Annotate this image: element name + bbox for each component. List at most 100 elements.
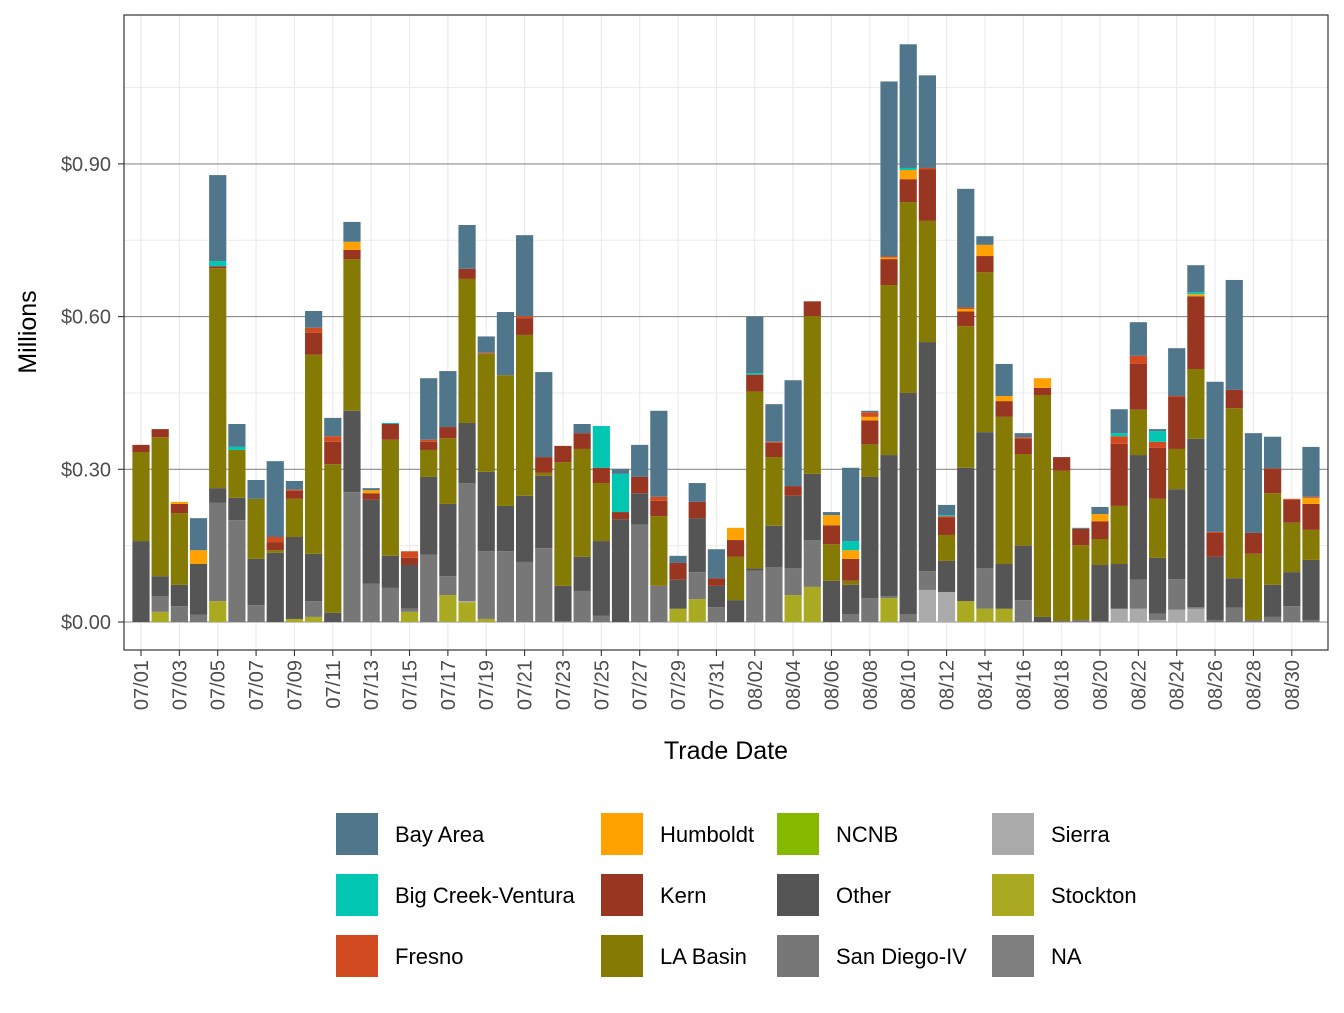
bar-segment-san-diego-iv: [650, 585, 668, 622]
bar-segment-sierra: [1187, 608, 1205, 622]
bar-stack-08-31: [1302, 446, 1320, 622]
legend-item-san-diego-iv: San Diego-IV: [777, 935, 967, 977]
bar-stack-07-14: [381, 422, 399, 622]
bar-stack-08-15: [995, 363, 1013, 622]
bar-segment-san-diego-iv: [1168, 579, 1186, 610]
bar-segment-stockton: [688, 599, 706, 622]
bar-segment-kern: [842, 558, 860, 581]
bar-stack-08-19: [1072, 527, 1090, 622]
legend-label: Stockton: [1051, 883, 1137, 908]
bar-stack-08-21: [1110, 409, 1128, 622]
bar-segment-humboldt: [842, 550, 860, 559]
bar-segment-fresno: [765, 441, 783, 443]
bar-segment-bay-area: [535, 372, 553, 458]
bar-segment-humboldt: [995, 396, 1013, 402]
bar-stack-08-24: [1168, 348, 1186, 622]
bar-segment-la-basin: [285, 498, 304, 537]
bar-stack-07-11: [324, 417, 342, 622]
x-tick-label: 08/16: [1013, 660, 1035, 710]
x-tick-label: 07/01: [131, 660, 153, 710]
x-axis-title: Trade Date: [664, 737, 788, 765]
bar-stack-07-24: [573, 423, 591, 622]
bar-segment-kern: [937, 517, 956, 535]
bar-segment-san-diego-iv: [1129, 579, 1147, 609]
bar-segment-la-basin: [1264, 493, 1282, 585]
bar-segment-kern: [1033, 387, 1052, 395]
bar-segment-la-basin: [995, 416, 1013, 564]
x-tick-label: 08/30: [1282, 660, 1304, 710]
bar-segment-la-basin: [1168, 448, 1186, 490]
bar-stack-07-09: [285, 481, 304, 622]
bar-segment-bay-area: [458, 224, 476, 269]
bar-segment-la-basin: [1053, 470, 1071, 621]
legend-item-la-basin: LA Basin: [601, 935, 747, 977]
bar-segment-other: [1091, 564, 1109, 621]
bar-segment-la-basin: [726, 556, 745, 601]
bar-segment-san-diego-iv: [1283, 606, 1301, 622]
bar-segment-san-diego-iv: [899, 614, 917, 622]
bar-segment-other: [362, 499, 380, 584]
bar-segment-other: [496, 505, 515, 552]
bar-segment-bay-area: [496, 312, 515, 376]
bar-segment-humboldt: [976, 244, 994, 257]
bar-segment-kern: [1072, 528, 1090, 546]
bar-segment-fresno: [477, 352, 495, 354]
bar-stack-07-15: [400, 551, 419, 622]
x-tick-label: 07/27: [630, 660, 652, 710]
bar-segment-other: [420, 476, 438, 555]
legend-swatch: [992, 874, 1034, 916]
bar-segment-san-diego-iv: [1206, 619, 1224, 622]
bar-stack-08-08: [861, 410, 879, 622]
bar-segment-kern: [1283, 499, 1301, 523]
legend: Bay Area Big Creek-Ventura Fresno Humboldt K…: [336, 813, 1137, 977]
x-tick-label: 08/20: [1090, 660, 1112, 710]
bar-segment-kern: [285, 490, 304, 499]
bar-segment-kern: [957, 311, 975, 327]
bar-segment-bay-area: [209, 175, 227, 262]
bar-segment-san-diego-iv: [1225, 607, 1243, 622]
bar-stack-07-03: [170, 501, 188, 622]
bar-segment-kern: [343, 249, 361, 260]
bar-segment-other: [1148, 557, 1167, 614]
legend-label: San Diego-IV: [836, 944, 967, 969]
legend-item-fresno: Fresno: [336, 935, 463, 977]
bar-segment-big-creek-ventura: [899, 167, 917, 171]
bar-segment-fresno: [324, 436, 342, 442]
bar-segment-other: [400, 564, 419, 609]
bar-segment-bay-area: [765, 404, 783, 442]
bar-segment-la-basin: [937, 534, 956, 561]
bar-segment-kern: [1129, 363, 1147, 410]
bar-segment-san-diego-iv: [631, 524, 649, 622]
bar-segment-la-basin: [765, 457, 783, 526]
bar-segment-other: [707, 585, 725, 608]
x-tick-label: 08/26: [1205, 660, 1227, 710]
bar-segment-san-diego-iv: [151, 596, 169, 612]
y-tick-label: $0.90: [61, 154, 111, 176]
x-tick-label: 07/29: [668, 660, 690, 710]
bar-segment-other: [1302, 559, 1320, 620]
bar-segment-kern: [573, 433, 591, 449]
x-tick-label: 07/09: [284, 660, 306, 710]
bar-segment-stockton: [784, 595, 802, 622]
bar-segment-kern: [592, 467, 610, 484]
bar-stack-08-16: [1014, 433, 1032, 622]
bar-segment-la-basin: [822, 544, 841, 581]
bar-segment-stockton: [477, 618, 495, 622]
bar-segment-la-basin: [1187, 369, 1205, 439]
bar-segment-la-basin: [305, 354, 323, 554]
bar-segment-la-basin: [170, 513, 188, 585]
bar-segment-kern: [899, 179, 917, 203]
x-tick-label: 08/02: [745, 660, 767, 710]
legend-item-humboldt: Humboldt: [601, 813, 754, 855]
bar-segment-la-basin: [381, 439, 399, 556]
bar-stack-08-01: [726, 527, 745, 622]
x-tick-label: 07/11: [323, 660, 345, 709]
bar-segment-kern: [669, 562, 687, 580]
bar-segment-kern: [784, 486, 802, 496]
bar-segment-bay-area: [937, 504, 956, 516]
bars: [132, 44, 1320, 622]
bar-segment-san-diego-iv: [1014, 600, 1032, 622]
bar-segment-bay-area: [611, 468, 630, 474]
bar-segment-other: [611, 519, 630, 622]
